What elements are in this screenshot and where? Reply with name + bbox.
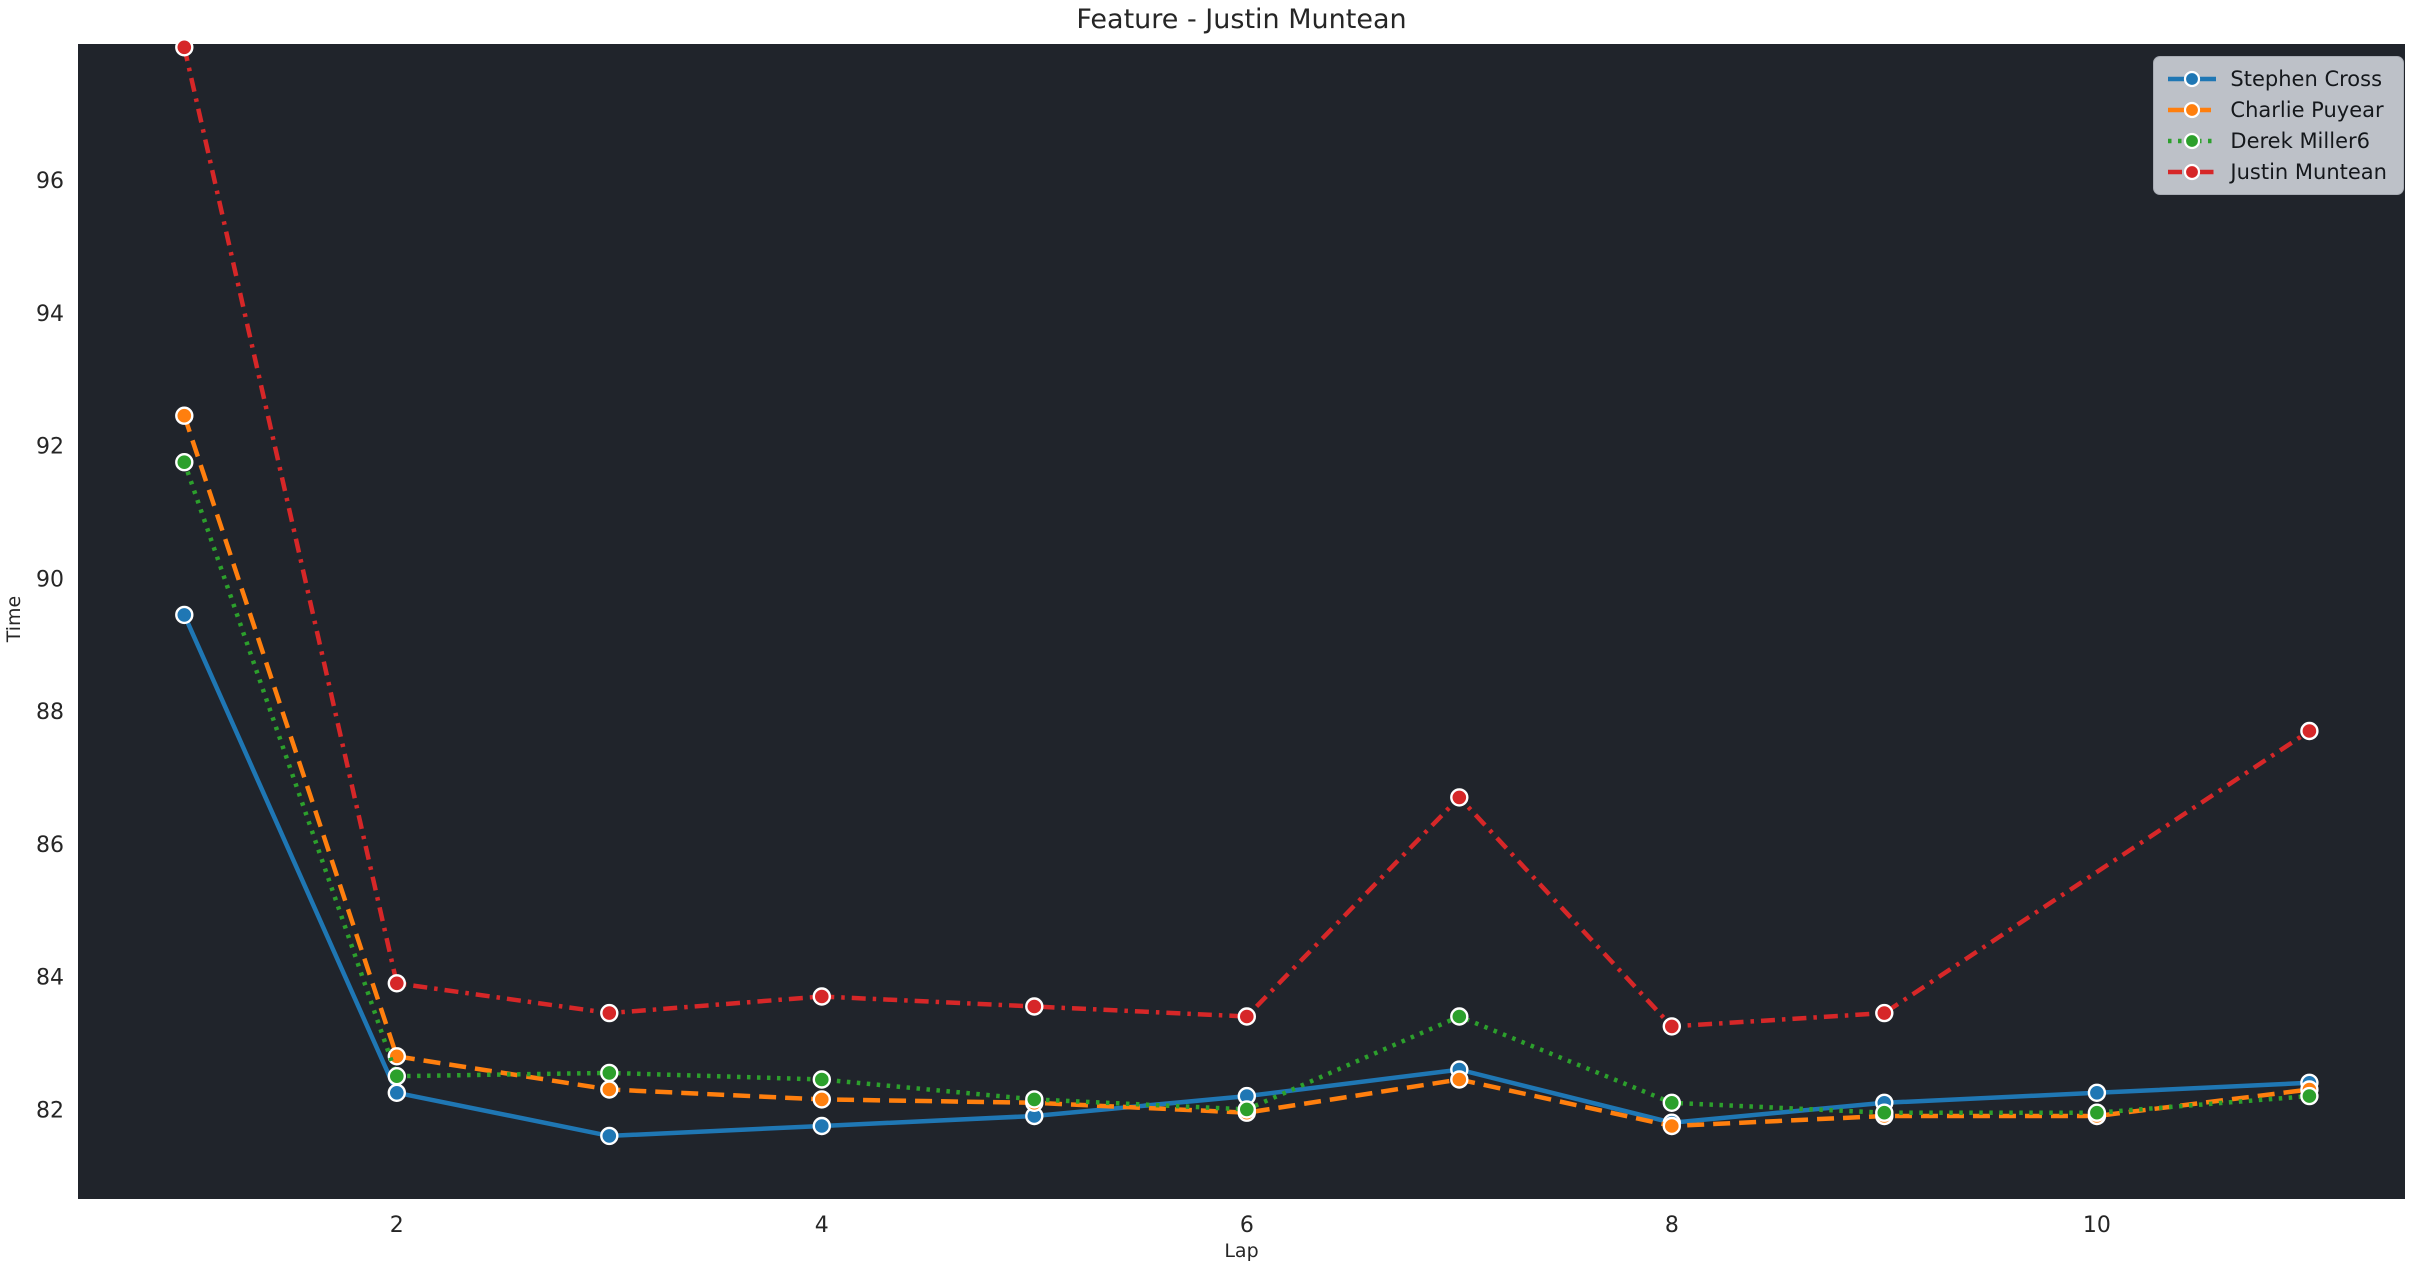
legend-marker	[2184, 132, 2201, 150]
data-point	[2300, 1086, 2319, 1106]
y-tick-label: 90	[36, 567, 64, 592]
data-point	[175, 406, 194, 425]
x-tick-label: 8	[1665, 1213, 1679, 1238]
data-point	[1025, 997, 1044, 1016]
data-point	[1450, 788, 1469, 807]
legend: Stephen Cross Charlie Puyear Derek Miller6…	[2153, 56, 2404, 195]
legend-item: Justin Muntean	[2166, 160, 2387, 184]
legend-label: Justin Muntean	[2230, 160, 2387, 184]
y-tick-label: 84	[36, 966, 64, 991]
y-tick-label: 86	[36, 833, 64, 858]
legend-marker	[2184, 70, 2201, 88]
series-line	[182, 46, 2311, 1029]
legend-label: Charlie Puyear	[2230, 98, 2384, 122]
legend-line-sample	[2168, 132, 2217, 150]
legend-line-sample	[2168, 101, 2217, 119]
data-point	[387, 1047, 406, 1066]
legend-label: Derek Miller6	[2230, 129, 2370, 153]
data-point	[600, 1080, 619, 1099]
data-point	[387, 1083, 406, 1103]
data-point	[1450, 1070, 1469, 1089]
data-point	[600, 1126, 619, 1146]
data-point	[812, 1070, 831, 1089]
legend-line-sample	[2168, 70, 2217, 88]
plot-area	[78, 44, 2405, 1199]
y-tick-label: 94	[36, 302, 64, 327]
data-point	[600, 1003, 619, 1023]
data-point	[175, 38, 194, 57]
chart-title: Feature - Justin Muntean	[1076, 4, 1407, 35]
data-point	[2087, 1083, 2107, 1103]
data-point	[1662, 1017, 1682, 1036]
data-point	[600, 1063, 619, 1083]
data-point	[1237, 1007, 1257, 1026]
data-point	[2300, 721, 2319, 741]
series-derek-miller6	[175, 453, 2319, 1122]
x-tick-label: 4	[815, 1213, 829, 1238]
data-point	[812, 1090, 831, 1109]
legend-label: Stephen Cross	[2230, 67, 2383, 91]
y-tick-label: 92	[36, 435, 64, 460]
data-point	[2087, 1103, 2107, 1122]
data-point	[1662, 1116, 1682, 1136]
y-tick-label: 96	[36, 169, 64, 194]
legend-line-sample	[2168, 163, 2217, 181]
y-axis-label: Time	[3, 595, 25, 643]
series-line	[182, 414, 2310, 1129]
data-point	[387, 974, 406, 993]
y-tick-label: 82	[36, 1098, 64, 1123]
data-point	[1237, 1100, 1257, 1119]
data-point	[387, 1066, 406, 1086]
data-point	[175, 453, 194, 472]
data-point	[1025, 1090, 1044, 1109]
series-justin-muntean	[175, 38, 2319, 1036]
y-tick-label: 88	[36, 700, 64, 725]
legend-item: Derek Miller6	[2166, 129, 2387, 153]
data-point	[1662, 1093, 1682, 1113]
series-stephen-cross	[175, 605, 2319, 1146]
x-axis-label: Lap	[1224, 1240, 1259, 1262]
x-tick-label: 2	[390, 1213, 404, 1238]
x-tick-label: 6	[1240, 1213, 1254, 1238]
data-point	[812, 1116, 831, 1136]
legend-marker	[2184, 163, 2201, 181]
data-point	[1875, 1003, 1894, 1023]
data-point	[1450, 1007, 1469, 1026]
legend-marker	[2184, 101, 2201, 119]
x-tick-label: 10	[2083, 1213, 2111, 1238]
legend-item: Charlie Puyear	[2166, 98, 2387, 122]
data-point	[1875, 1103, 1894, 1122]
legend-item: Stephen Cross	[2166, 67, 2387, 91]
data-point	[175, 605, 194, 625]
data-point	[812, 987, 831, 1006]
